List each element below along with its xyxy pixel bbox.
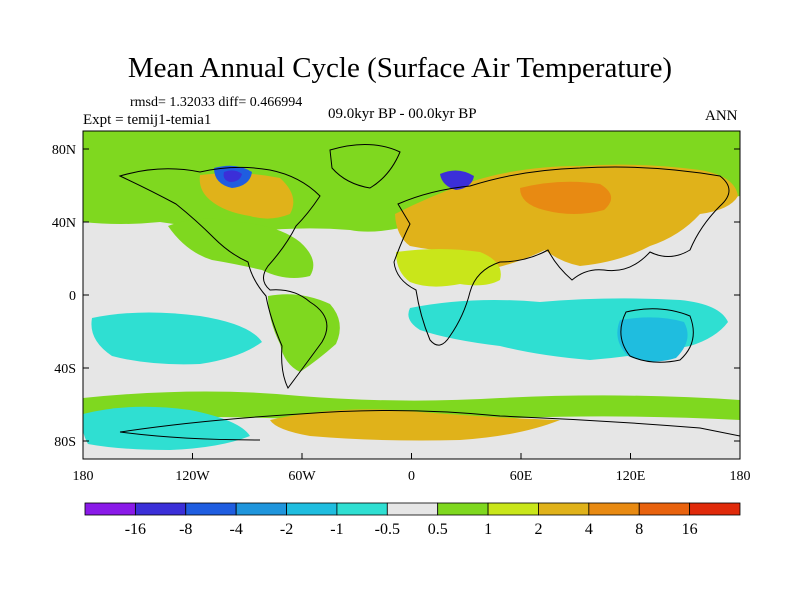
colorbar-label: -0.5 xyxy=(375,521,400,538)
colorbar-label: 16 xyxy=(682,521,698,538)
colorbar-swatch xyxy=(185,502,237,516)
lon-tick-label: 120W xyxy=(175,469,210,484)
asia-hot-core xyxy=(520,181,612,214)
colorbar-label: -4 xyxy=(229,521,242,538)
coastlines xyxy=(118,143,740,441)
lon-tick-label: 180 xyxy=(730,469,751,484)
lon-tick-label: 60E xyxy=(510,469,533,484)
colorbar-swatch xyxy=(487,502,539,516)
colorbar-label: 2 xyxy=(534,521,542,538)
south-atlantic-cool-region xyxy=(91,312,262,365)
lon-tick-label: 60W xyxy=(288,469,316,484)
colorbar-swatch xyxy=(638,502,691,516)
lon-ticks xyxy=(82,453,741,459)
colorbar-swatch xyxy=(538,502,590,516)
colorbar-swatch xyxy=(134,502,187,516)
chart-title: Mean Annual Cycle (Surface Air Temperatu… xyxy=(127,52,673,84)
lon-tick-label: 180 xyxy=(73,469,94,484)
lon-tick-label: 120E xyxy=(616,469,646,484)
lat-tick-label: 0 xyxy=(69,289,76,304)
colorbar-label: -16 xyxy=(125,521,146,538)
colorbar-swatch xyxy=(386,502,439,516)
colorbar-swatch xyxy=(286,502,338,516)
colorbar-swatch xyxy=(336,502,388,516)
colorbar-label: 0.5 xyxy=(428,521,448,538)
colorbar-swatch xyxy=(437,502,489,516)
lon-tick-label: 0 xyxy=(408,469,415,484)
colorbar-label: 4 xyxy=(585,521,593,538)
lat-tick-label: 40S xyxy=(54,362,76,377)
stats-line: rmsd= 1.32033 diff= 0.466994 xyxy=(130,95,303,110)
south-america-green-region xyxy=(268,294,340,372)
colorbar-label: -8 xyxy=(179,521,192,538)
hudson-cold-spot xyxy=(223,170,242,182)
colorbar-label: 8 xyxy=(635,521,643,538)
eurasia-warm-region xyxy=(395,164,738,268)
antarctic-warm-region xyxy=(270,409,560,441)
colorbar-swatch xyxy=(235,502,287,516)
colorbar-label: -1 xyxy=(330,521,343,538)
experiment-label: Expt = temij1-temia1 xyxy=(83,112,212,128)
colorbar-label: 1 xyxy=(484,521,492,538)
lat-ticks xyxy=(83,148,740,442)
north-america-green-region xyxy=(168,218,314,278)
lat-tick-label: 80S xyxy=(54,435,76,450)
southern-ocean-green-band xyxy=(83,391,740,422)
colorbar-swatch xyxy=(588,502,640,516)
period-label: 09.0kyr BP - 00.0kyr BP xyxy=(328,106,477,122)
scandinavia-cold-spot xyxy=(440,170,474,190)
lat-tick-label: 40N xyxy=(52,216,76,231)
africa-warm-region xyxy=(396,249,501,287)
colorbar-swatch xyxy=(84,502,136,516)
lat-tick-label: 80N xyxy=(52,143,76,158)
australia-cool-core xyxy=(617,317,688,362)
season-label: ANN xyxy=(705,108,738,124)
colorbar-label: -2 xyxy=(280,521,293,538)
colorbar: -16 -8 -4 -2 -1 -0.5 0.5 1 2 4 8 16 xyxy=(84,502,741,538)
colorbar-swatch xyxy=(689,502,741,516)
